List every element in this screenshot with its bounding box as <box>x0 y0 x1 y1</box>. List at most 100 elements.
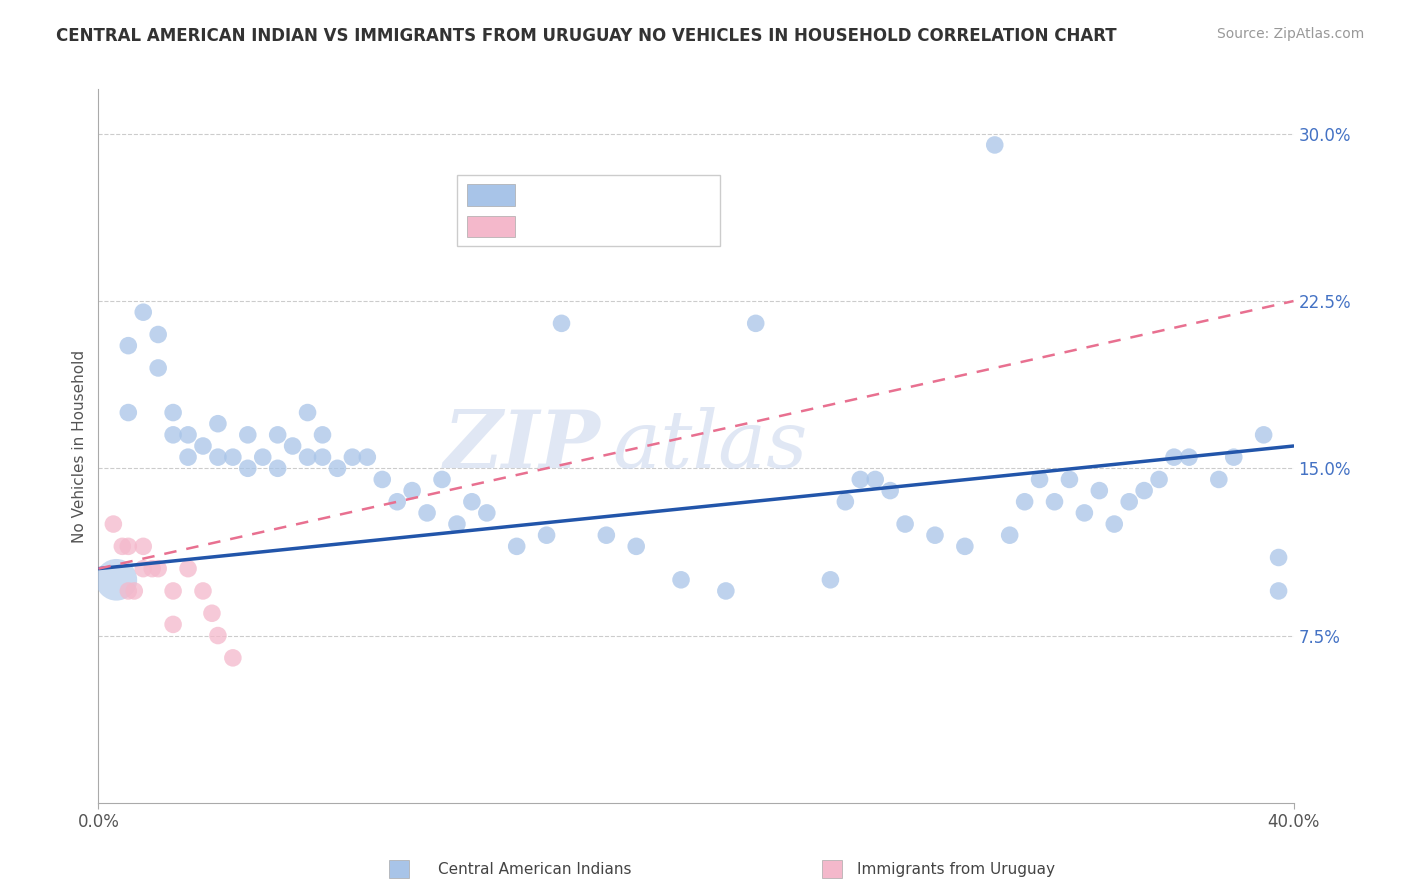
Text: atlas: atlas <box>612 408 807 484</box>
Point <box>105 573 128 587</box>
Text: 69: 69 <box>668 187 686 202</box>
FancyBboxPatch shape <box>457 175 720 246</box>
Text: Central American Indians: Central American Indians <box>437 863 631 877</box>
Point <box>207 417 229 431</box>
Y-axis label: No Vehicles in Household: No Vehicles in Household <box>72 350 87 542</box>
Point <box>1014 494 1036 508</box>
Point <box>879 483 901 498</box>
Point <box>998 528 1021 542</box>
Point <box>132 539 155 553</box>
Point <box>311 427 333 442</box>
Point <box>191 439 214 453</box>
Point <box>1073 506 1095 520</box>
Text: R =: R = <box>530 187 564 202</box>
Point <box>117 539 139 553</box>
Point <box>894 517 917 532</box>
Bar <box>467 216 515 237</box>
Point <box>1043 494 1066 508</box>
Text: CENTRAL AMERICAN INDIAN VS IMMIGRANTS FROM URUGUAY NO VEHICLES IN HOUSEHOLD CORR: CENTRAL AMERICAN INDIAN VS IMMIGRANTS FR… <box>56 27 1116 45</box>
Point <box>201 607 224 621</box>
Point <box>132 305 155 319</box>
Point <box>1253 427 1275 442</box>
Point <box>714 583 737 598</box>
Point <box>111 539 134 553</box>
Point <box>297 405 319 420</box>
Point <box>191 583 214 598</box>
Point <box>371 473 394 487</box>
Point <box>624 539 647 553</box>
Point <box>983 138 1005 153</box>
Point <box>834 494 856 508</box>
Point <box>536 528 558 542</box>
Text: 16: 16 <box>668 219 686 234</box>
Point <box>222 450 245 465</box>
Point <box>177 450 200 465</box>
Point <box>1208 473 1230 487</box>
Point <box>162 427 184 442</box>
Point <box>326 461 349 475</box>
Point <box>1163 450 1185 465</box>
Point <box>953 539 976 553</box>
Point <box>924 528 946 542</box>
Point <box>177 427 200 442</box>
Point <box>385 494 409 508</box>
Point <box>252 450 274 465</box>
Point <box>162 617 184 632</box>
Point <box>1104 517 1126 532</box>
Point <box>207 450 229 465</box>
Point <box>117 583 139 598</box>
Point <box>267 427 290 442</box>
Point <box>745 317 768 331</box>
Point <box>236 461 259 475</box>
Point <box>401 483 423 498</box>
Point <box>1028 473 1050 487</box>
Point <box>162 405 184 420</box>
Point <box>222 651 245 665</box>
Point <box>669 573 692 587</box>
Point <box>148 360 170 375</box>
Point <box>865 473 887 487</box>
Point <box>1267 550 1289 565</box>
Point <box>141 562 163 576</box>
Text: 0.126: 0.126 <box>572 219 616 234</box>
Text: 0.246: 0.246 <box>572 187 616 202</box>
Text: N =: N = <box>626 187 659 202</box>
Point <box>177 562 200 576</box>
Point <box>311 450 333 465</box>
Point <box>162 583 184 598</box>
Point <box>124 583 146 598</box>
Text: Source: ZipAtlas.com: Source: ZipAtlas.com <box>1216 27 1364 41</box>
Text: ZIP: ZIP <box>443 408 600 484</box>
Point <box>267 461 290 475</box>
Text: N =: N = <box>626 219 659 234</box>
Point <box>430 473 453 487</box>
Text: Immigrants from Uruguay: Immigrants from Uruguay <box>858 863 1054 877</box>
Point <box>849 473 872 487</box>
Point <box>148 562 170 576</box>
Point <box>461 494 484 508</box>
Text: R =: R = <box>530 219 564 234</box>
Point <box>207 628 229 642</box>
Point <box>148 327 170 342</box>
Point <box>446 517 468 532</box>
Point <box>1147 473 1170 487</box>
Point <box>1133 483 1156 498</box>
Point <box>1178 450 1201 465</box>
Point <box>820 573 842 587</box>
Point <box>1267 583 1289 598</box>
Point <box>1088 483 1111 498</box>
Point <box>117 405 139 420</box>
Point <box>1223 450 1246 465</box>
Point <box>132 562 155 576</box>
Point <box>356 450 378 465</box>
Point <box>117 338 139 352</box>
Bar <box>823 860 842 878</box>
Point <box>506 539 529 553</box>
Bar <box>467 184 515 205</box>
Point <box>281 439 304 453</box>
Point <box>103 517 125 532</box>
Point <box>1059 473 1081 487</box>
Point <box>416 506 439 520</box>
Point <box>1118 494 1140 508</box>
Point <box>595 528 617 542</box>
